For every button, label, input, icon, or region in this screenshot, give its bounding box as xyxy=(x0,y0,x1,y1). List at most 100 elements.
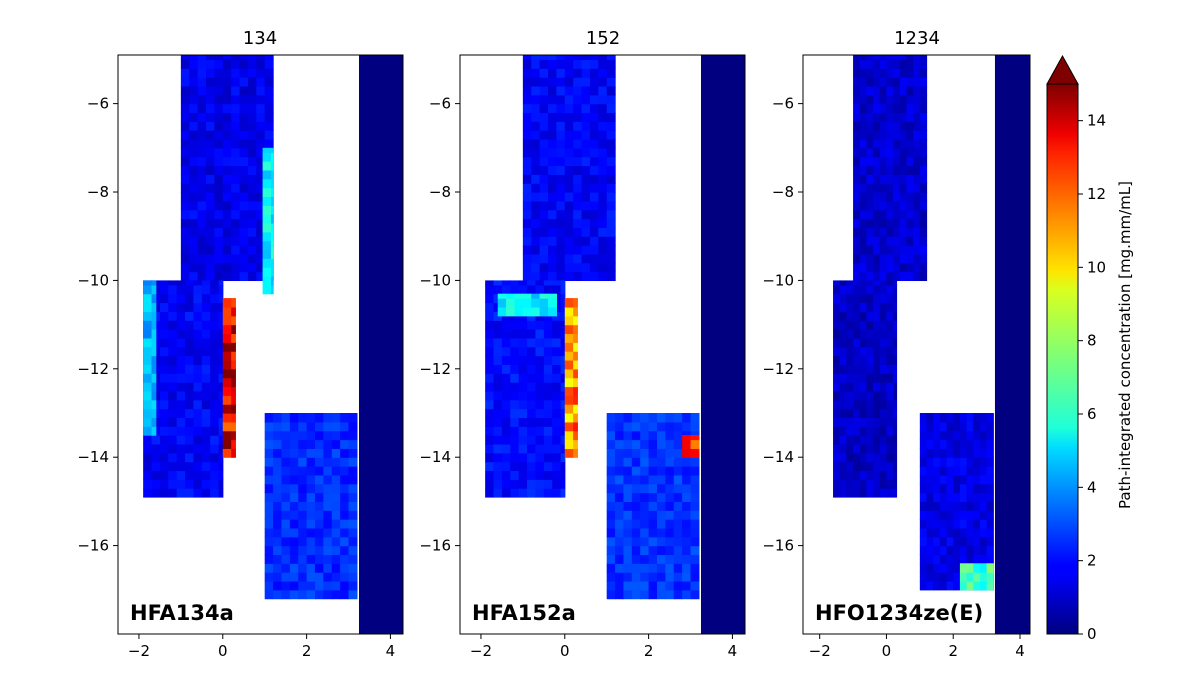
heatmap-cell xyxy=(262,240,272,251)
heatmap-cell xyxy=(218,417,224,427)
heatmap-cell xyxy=(273,501,283,511)
heatmap-cell xyxy=(899,253,908,264)
heatmap-cell xyxy=(222,395,232,405)
heatmap-cell xyxy=(206,183,215,193)
heatmap-cell xyxy=(201,417,211,427)
heatmap-cell xyxy=(270,249,274,259)
heatmap-cell xyxy=(543,280,553,286)
heatmap-cell xyxy=(682,474,692,485)
heatmap-cell xyxy=(919,466,928,476)
heatmap-cell xyxy=(873,452,881,463)
heatmap-cell xyxy=(231,245,241,255)
heatmap-cell xyxy=(866,479,874,489)
heatmap-cell xyxy=(270,275,274,286)
heatmap-cell xyxy=(552,390,562,401)
heatmap-cell xyxy=(222,342,232,352)
heatmap-cell xyxy=(598,218,608,228)
heatmap-cell xyxy=(953,580,961,591)
heatmap-cell xyxy=(493,426,503,436)
heatmap-cell xyxy=(973,474,981,485)
heatmap-cell xyxy=(893,165,901,175)
heatmap-cell xyxy=(853,245,861,255)
heatmap-cell xyxy=(231,94,241,105)
heatmap-cell xyxy=(873,390,881,401)
heatmap-cell xyxy=(899,245,908,255)
heatmap-cell xyxy=(527,355,537,365)
heatmap-cell xyxy=(573,147,583,158)
heatmap-cell xyxy=(906,271,914,282)
heatmap-cell xyxy=(966,554,974,564)
heatmap-cell xyxy=(640,413,650,423)
heatmap-cell xyxy=(665,572,675,582)
heatmap-cell xyxy=(853,346,861,357)
heatmap-cell xyxy=(493,390,503,401)
heatmap-cell xyxy=(298,448,308,458)
heatmap-cell xyxy=(673,554,683,564)
heatmap-cell xyxy=(189,68,199,78)
heatmap-cell xyxy=(270,284,274,295)
heatmap-cell xyxy=(833,382,841,392)
heatmap-cell xyxy=(222,351,232,361)
heatmap-cell xyxy=(197,174,207,184)
heatmap-cell xyxy=(222,147,232,158)
heatmap-cell xyxy=(201,452,211,463)
heatmap-cell xyxy=(606,563,616,573)
heatmap-cell xyxy=(886,443,894,454)
heatmap-cell xyxy=(143,337,153,348)
heatmap-cell xyxy=(222,271,232,282)
heatmap-cell xyxy=(859,156,868,167)
heatmap-cell xyxy=(493,461,503,472)
heatmap-cell xyxy=(589,138,599,149)
heatmap-cell xyxy=(168,284,178,295)
heatmap-cell xyxy=(979,439,988,449)
heatmap-cell xyxy=(189,218,199,228)
heatmap-cell xyxy=(926,421,934,432)
heatmap-cell xyxy=(946,492,954,503)
heatmap-cell xyxy=(973,527,981,538)
heatmap-cell xyxy=(899,94,908,105)
heatmap-cell xyxy=(247,77,257,87)
heatmap-cell xyxy=(314,554,324,564)
heatmap-cell xyxy=(640,536,650,547)
heatmap-cell xyxy=(986,483,994,494)
heatmap-cell xyxy=(589,121,599,131)
heatmap-cell xyxy=(222,262,232,273)
heatmap-cell xyxy=(193,329,203,339)
heatmap-cell xyxy=(185,452,195,463)
heatmap-cell xyxy=(573,55,583,61)
heatmap-cell xyxy=(193,320,203,330)
heatmap-cell xyxy=(573,200,583,211)
heatmap-cell xyxy=(919,112,928,122)
heatmap-cell xyxy=(214,245,224,255)
heatmap-cell xyxy=(262,222,272,233)
heatmap-cell xyxy=(231,227,241,237)
heatmap-cell xyxy=(673,466,683,476)
heatmap-cell xyxy=(189,262,199,273)
heatmap-cell xyxy=(201,390,211,401)
heatmap-cell xyxy=(859,355,868,365)
heatmap-cell xyxy=(222,77,232,87)
heatmap-cell xyxy=(231,183,241,193)
heatmap-cell xyxy=(348,545,358,556)
heatmap-cell xyxy=(323,483,333,494)
heatmap-cell xyxy=(589,103,599,114)
heatmap-cell xyxy=(527,399,537,410)
heatmap-cell xyxy=(543,443,553,454)
heatmap-cell xyxy=(873,280,881,286)
heatmap-cell xyxy=(573,253,583,264)
heatmap-cell xyxy=(623,466,633,476)
heatmap-cell xyxy=(598,85,608,96)
heatmap-cell xyxy=(510,364,520,374)
heatmap-cell xyxy=(185,320,195,330)
heatmap-cell xyxy=(606,174,616,184)
heatmap-cell xyxy=(264,85,274,96)
heatmap-cell xyxy=(839,470,847,480)
heatmap-cell xyxy=(615,474,625,485)
x-tick-label: 4 xyxy=(728,642,738,660)
heatmap-cell xyxy=(262,267,272,277)
heatmap-cell xyxy=(986,519,994,529)
heatmap-cell xyxy=(214,156,224,167)
heatmap-cell xyxy=(314,457,324,467)
heatmap-cell xyxy=(197,77,207,87)
heatmap-cell xyxy=(648,421,658,432)
